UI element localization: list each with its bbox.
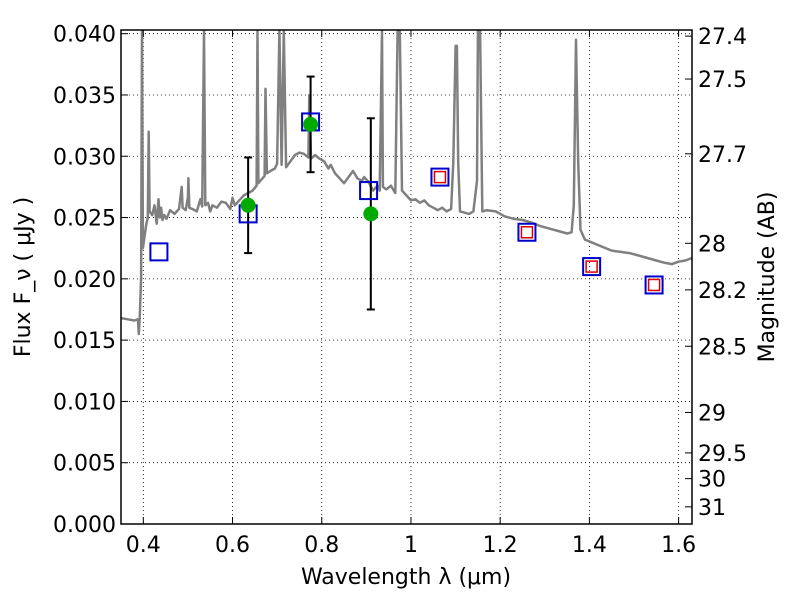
model-red-square [520,226,534,239]
y2-tick-label: 28 [698,232,726,257]
observed-point [240,197,256,213]
x-tick-label: 0.6 [215,533,250,558]
grid [121,30,692,524]
spectrum-layer [121,30,692,336]
model-blue-square [644,275,664,295]
y-tick-label: 0.015 [53,329,116,354]
y2-tick-label: 31 [698,496,726,521]
y-tick-label: 0.035 [53,84,116,109]
y-axis-label: Flux F_ν ( μJy ) [11,197,36,357]
y2-tick-label: 27.5 [698,68,747,93]
y2-axis-label: Magnitude (AB) [755,192,780,363]
model-red-square [585,260,598,273]
y-tick-label: 0.020 [53,268,116,293]
y2-tick-label: 27.7 [698,143,747,168]
spectrum-line [121,30,692,336]
x-tick-label: 1.4 [572,533,607,558]
model-blue-square [517,222,537,242]
model-red-square [433,170,447,184]
model-blue-square [359,181,379,201]
model-blue-square [582,257,602,277]
marker-layer [149,75,664,311]
observed-point [303,116,319,132]
y2-tick-label: 29.5 [698,442,747,467]
plot-frame [120,29,693,525]
x-tick-label: 1.6 [661,533,696,558]
y-tick-label: 0.000 [53,513,116,538]
y-tick-label: 0.010 [53,390,116,415]
y2-tick-label: 28.5 [698,335,747,360]
x-tick-label: 1.2 [483,533,518,558]
y2-tick-label: 29 [698,401,726,426]
y-tick-label: 0.040 [53,23,116,48]
x-tick-label: 0.4 [126,533,161,558]
x-tick-label: 1 [404,533,418,558]
y-tick-label: 0.030 [53,145,116,170]
model-red-square [647,278,661,292]
model-blue-square [149,242,169,262]
y-tick-label: 0.025 [53,207,116,232]
x-axis-label: Wavelength λ (μm) [301,565,511,590]
y2-tick-label: 28.2 [698,279,747,304]
y2-tick-label: 27.4 [698,25,747,50]
model-blue-square [430,167,450,187]
tick-layer: 0.4 0.6 0.8 1 1.2 1.4 1.6 0.000 0.005 0.010 0.015 0… [53,23,747,558]
y2-tick-label: 30 [698,468,726,493]
y-tick-label: 0.005 [53,452,116,477]
observed-point [363,206,379,222]
x-tick-label: 0.8 [304,533,339,558]
